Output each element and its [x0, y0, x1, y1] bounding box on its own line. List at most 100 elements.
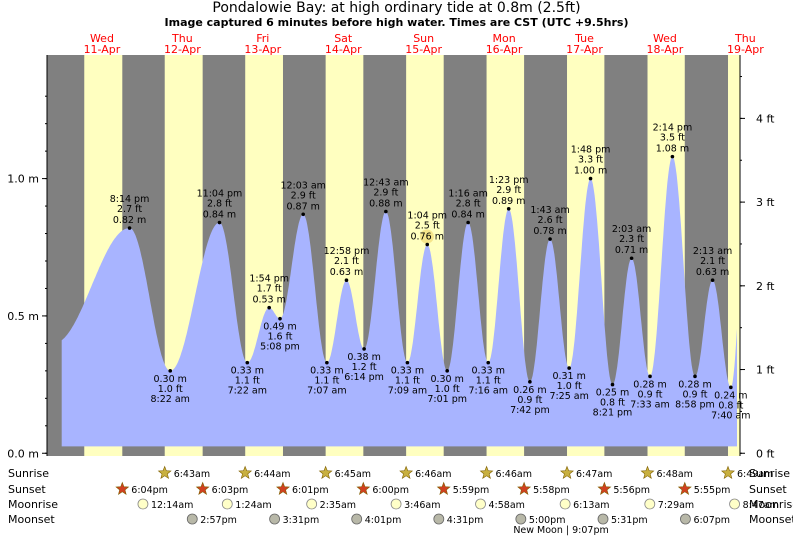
tide-point: [384, 209, 388, 214]
day-name-label: Sun: [413, 32, 434, 45]
tide-point: [693, 374, 697, 379]
tide-m-label: 0.87 m: [286, 201, 319, 212]
sunrise-time: 6:44am: [254, 469, 290, 480]
sunrise-time: 6:45am: [335, 469, 371, 480]
sunset-time: 5:58pm: [533, 485, 570, 496]
right-tick-label: 4 ft: [756, 112, 775, 125]
right-tick-label: 0 ft: [756, 447, 775, 460]
tide-m-label: 0.71 m: [615, 245, 648, 256]
tide-m-label: 0.63 m: [696, 267, 729, 278]
tide-ft-label: 2.9 ft: [291, 190, 316, 201]
tide-ft-label: 1.1 ft: [476, 376, 501, 387]
tide-time-label: 12:03 am: [280, 180, 325, 191]
event-row-label-left: Moonset: [8, 513, 55, 526]
tide-ft-label: 1.1 ft: [395, 376, 420, 387]
tide-ft-label: 2.9 ft: [373, 188, 398, 199]
event-row-label-right: Moonset: [749, 513, 793, 526]
sunset-icon: [436, 481, 451, 495]
tide-ft-label: 2.7 ft: [117, 204, 142, 215]
tide-point: [466, 220, 470, 225]
tide-time-label: 7:25 am: [549, 391, 588, 402]
moonset-time: 5:00pm: [529, 515, 566, 526]
axes: 0.0 m 0.5 m 1.0 m 0 ft 1 ft 2 ft 3 ft 4 ft: [7, 55, 775, 460]
sunset-icon: [517, 481, 532, 495]
tide-m-label: 0.31 m: [552, 371, 585, 382]
tide-time-label: 1:54 pm: [249, 274, 289, 285]
day-labels: Wed11-AprThu12-AprFri13-AprSat14-AprSun1…: [84, 32, 765, 56]
tide-m-label: 0.84 m: [203, 210, 236, 221]
tide-point: [127, 226, 132, 230]
tide-m-label: 0.53 m: [252, 295, 285, 306]
tide-area: [61, 156, 737, 447]
event-row-label-left: Sunset: [8, 483, 46, 496]
moonrise-time: 3:46am: [404, 500, 440, 511]
moonset-icon: [680, 513, 691, 525]
moonrise-time: 6:13am: [573, 500, 609, 511]
chart-title: Pondalowie Bay: at high ordinary tide at…: [212, 0, 581, 16]
sunset-time: 5:55pm: [694, 485, 731, 496]
left-tick-label: 1.0 m: [7, 173, 39, 186]
sunset-icon: [195, 481, 210, 495]
tide-point: [301, 212, 305, 217]
moonset-time: 4:01pm: [365, 515, 402, 526]
event-row-label-left: Sunrise: [8, 467, 49, 480]
tide-m-label: 0.30 m: [430, 374, 463, 385]
sunrise-icon: [560, 465, 574, 479]
tide-time-label: 7:01 pm: [427, 394, 467, 405]
sunrise-icon: [399, 465, 414, 479]
sunrise-time: 6:49am: [737, 469, 773, 480]
moonset-icon: [515, 513, 527, 525]
tide-ft-label: 2.3 ft: [619, 234, 644, 245]
tide-ft-label: 3.3 ft: [578, 155, 603, 166]
moonrise-icon: [306, 498, 318, 510]
tide-m-label: 0.33 m: [310, 366, 343, 377]
tide-time-label: 1:16 am: [448, 189, 487, 200]
tide-ft-label: 2.1 ft: [700, 256, 725, 267]
tide-time-label: 6:14 pm: [344, 372, 384, 383]
event-row-label-right: Sunrise: [749, 467, 790, 480]
day-name-label: Tue: [574, 32, 594, 45]
tide-point: [344, 278, 349, 283]
moonset-icon: [597, 513, 609, 525]
tide-m-label: 0.30 m: [153, 374, 186, 385]
moonrise-time: 12:14am: [151, 500, 193, 511]
tide-m-label: 0.78 m: [533, 226, 566, 237]
tide-time-label: 8:58 pm: [675, 399, 715, 410]
moonset-icon: [186, 513, 198, 525]
tide-m-label: 0.82 m: [113, 215, 146, 226]
tide-time-label: 12:43 am: [363, 178, 408, 189]
day-date-label: 15-Apr: [405, 43, 442, 56]
tide-time-label: 2:13 am: [693, 246, 732, 257]
tide-point: [567, 366, 571, 370]
tide-ft-label: 0.8 ft: [600, 398, 625, 409]
tide-m-label: 0.88 m: [369, 199, 402, 210]
tide-ft-label: 1.1 ft: [235, 376, 260, 387]
tide-point: [729, 385, 733, 390]
tide-ft-label: 0.9 ft: [517, 395, 542, 406]
tide-ft-label: 1.0 ft: [435, 384, 460, 395]
tide-time-label: 7:40 am: [711, 410, 750, 421]
tide-point: [588, 176, 593, 181]
sun-moon-events: Sunrise Sunrise Sunset Sunset Moonrise Moonri…: [8, 465, 793, 536]
tide-m-label: 0.63 m: [330, 267, 363, 278]
tide-point: [278, 316, 282, 321]
tide-m-label: 0.38 m: [347, 352, 380, 363]
moonrise-time: 4:58am: [489, 500, 525, 511]
tide-curve: [61, 156, 737, 447]
tide-time-label: 7:42 pm: [510, 405, 550, 416]
moonrise-icon: [559, 498, 571, 510]
tide-m-label: 1.00 m: [574, 166, 607, 177]
day-name-label: Mon: [492, 32, 515, 45]
left-tick-label: 0.5 m: [7, 310, 39, 323]
tide-m-label: 0.25 m: [596, 388, 629, 399]
event-row-label-right: Moonrise: [749, 498, 793, 511]
moonset-icon: [269, 513, 281, 525]
right-tick-label: 1 ft: [756, 364, 775, 377]
tide-point: [425, 242, 430, 247]
tide-m-label: 0.28 m: [678, 379, 711, 390]
tide-point: [405, 360, 410, 365]
day-date-label: 16-Apr: [486, 43, 523, 56]
tide-time-label: 12:58 pm: [324, 246, 370, 257]
tide-ft-label: 2.9 ft: [496, 185, 521, 196]
